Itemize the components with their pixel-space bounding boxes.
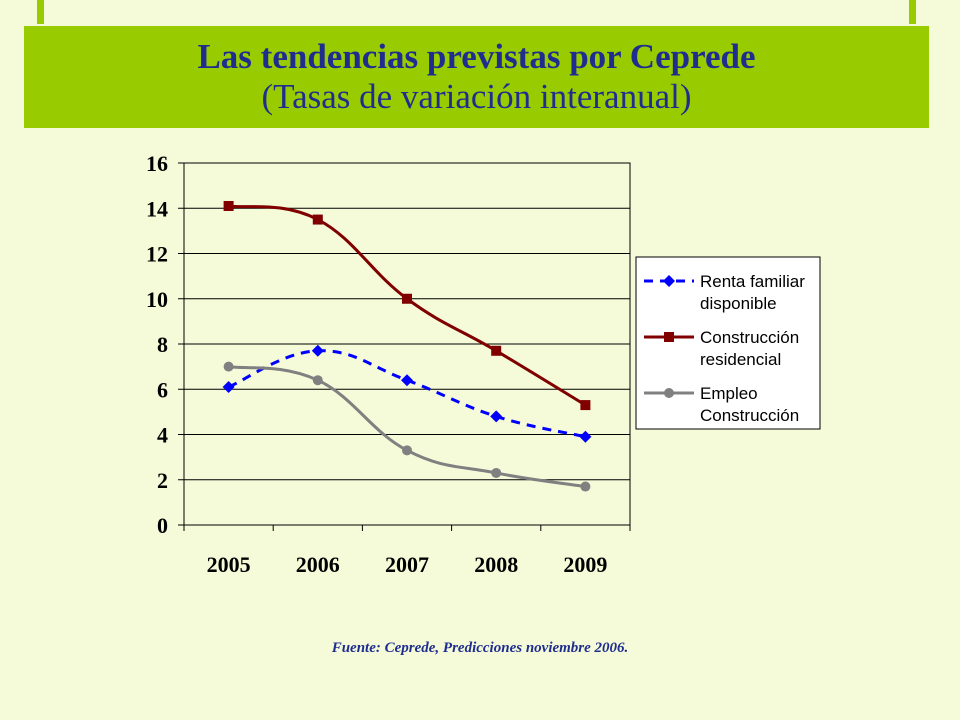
legend-swatch-marker	[663, 275, 675, 287]
y-tick-label: 14	[146, 196, 168, 221]
y-tick-label: 8	[157, 332, 168, 357]
data-point	[311, 344, 324, 357]
data-point	[580, 400, 591, 411]
data-point	[580, 481, 591, 492]
data-point	[491, 467, 502, 478]
y-tick-label: 10	[146, 287, 168, 312]
data-point	[402, 445, 412, 456]
y-tick-label: 4	[157, 423, 168, 448]
legend-swatch-marker	[664, 332, 674, 342]
data-point	[312, 375, 323, 386]
y-tick-label: 6	[157, 377, 168, 402]
axis-layer: 0 2 4 6 8 10 12 14 16 2005 2006 2007 2008 2009	[146, 151, 631, 577]
legend-swatch-marker	[664, 388, 674, 398]
series-line	[228, 349, 586, 439]
x-tick-label: 2008	[474, 552, 518, 577]
series-layer	[222, 200, 592, 492]
grid-layer	[183, 162, 631, 526]
x-tick-label: 2007	[385, 552, 429, 577]
source-note: Fuente: Ceprede, Predicciones noviembre …	[331, 640, 629, 656]
legend-label: Construcción	[700, 406, 799, 425]
legend-item-construccion-residencial: Construcción residencial	[644, 328, 799, 369]
x-tick-label: 2006	[296, 552, 340, 577]
legend: Renta familiar disponible Construcción resi…	[635, 256, 821, 430]
slide-title: Las tendencias previstas por Ceprede	[197, 37, 756, 76]
decorative-bar-right	[909, 0, 916, 24]
series-construccion-residencial	[223, 200, 591, 411]
data-point	[491, 345, 502, 356]
y-tick-label: 0	[157, 513, 168, 538]
data-point	[222, 380, 235, 393]
y-tick-label: 2	[157, 468, 168, 493]
legend-box	[635, 256, 821, 430]
y-tick-label: 16	[146, 151, 168, 176]
data-point	[401, 374, 413, 387]
x-tick-label: 2005	[207, 552, 251, 577]
y-tick-label: 12	[146, 242, 168, 267]
legend-label: disponible	[700, 294, 777, 313]
data-point	[223, 361, 234, 372]
legend-label: Construcción	[700, 328, 799, 347]
legend-label: residencial	[700, 350, 781, 369]
series-empleo-construccion	[223, 361, 591, 492]
title-banner: Las tendencias previstas por Ceprede (Ta…	[24, 26, 929, 128]
legend-label: Empleo	[700, 384, 758, 403]
legend-label: Renta familiar	[700, 272, 805, 291]
data-point	[490, 410, 503, 423]
x-tick-label: 2009	[563, 552, 607, 577]
data-point	[579, 430, 592, 443]
legend-item-renta-familiar: Renta familiar disponible	[644, 272, 805, 313]
series-renta-familiar	[222, 344, 592, 443]
legend-item-empleo-construccion: Empleo Construcción	[644, 384, 799, 425]
decorative-bar-left	[37, 0, 44, 24]
data-point	[223, 200, 234, 211]
data-point	[402, 293, 412, 304]
data-point	[312, 214, 323, 225]
slide-subtitle: (Tasas de variación interanual)	[261, 77, 692, 116]
